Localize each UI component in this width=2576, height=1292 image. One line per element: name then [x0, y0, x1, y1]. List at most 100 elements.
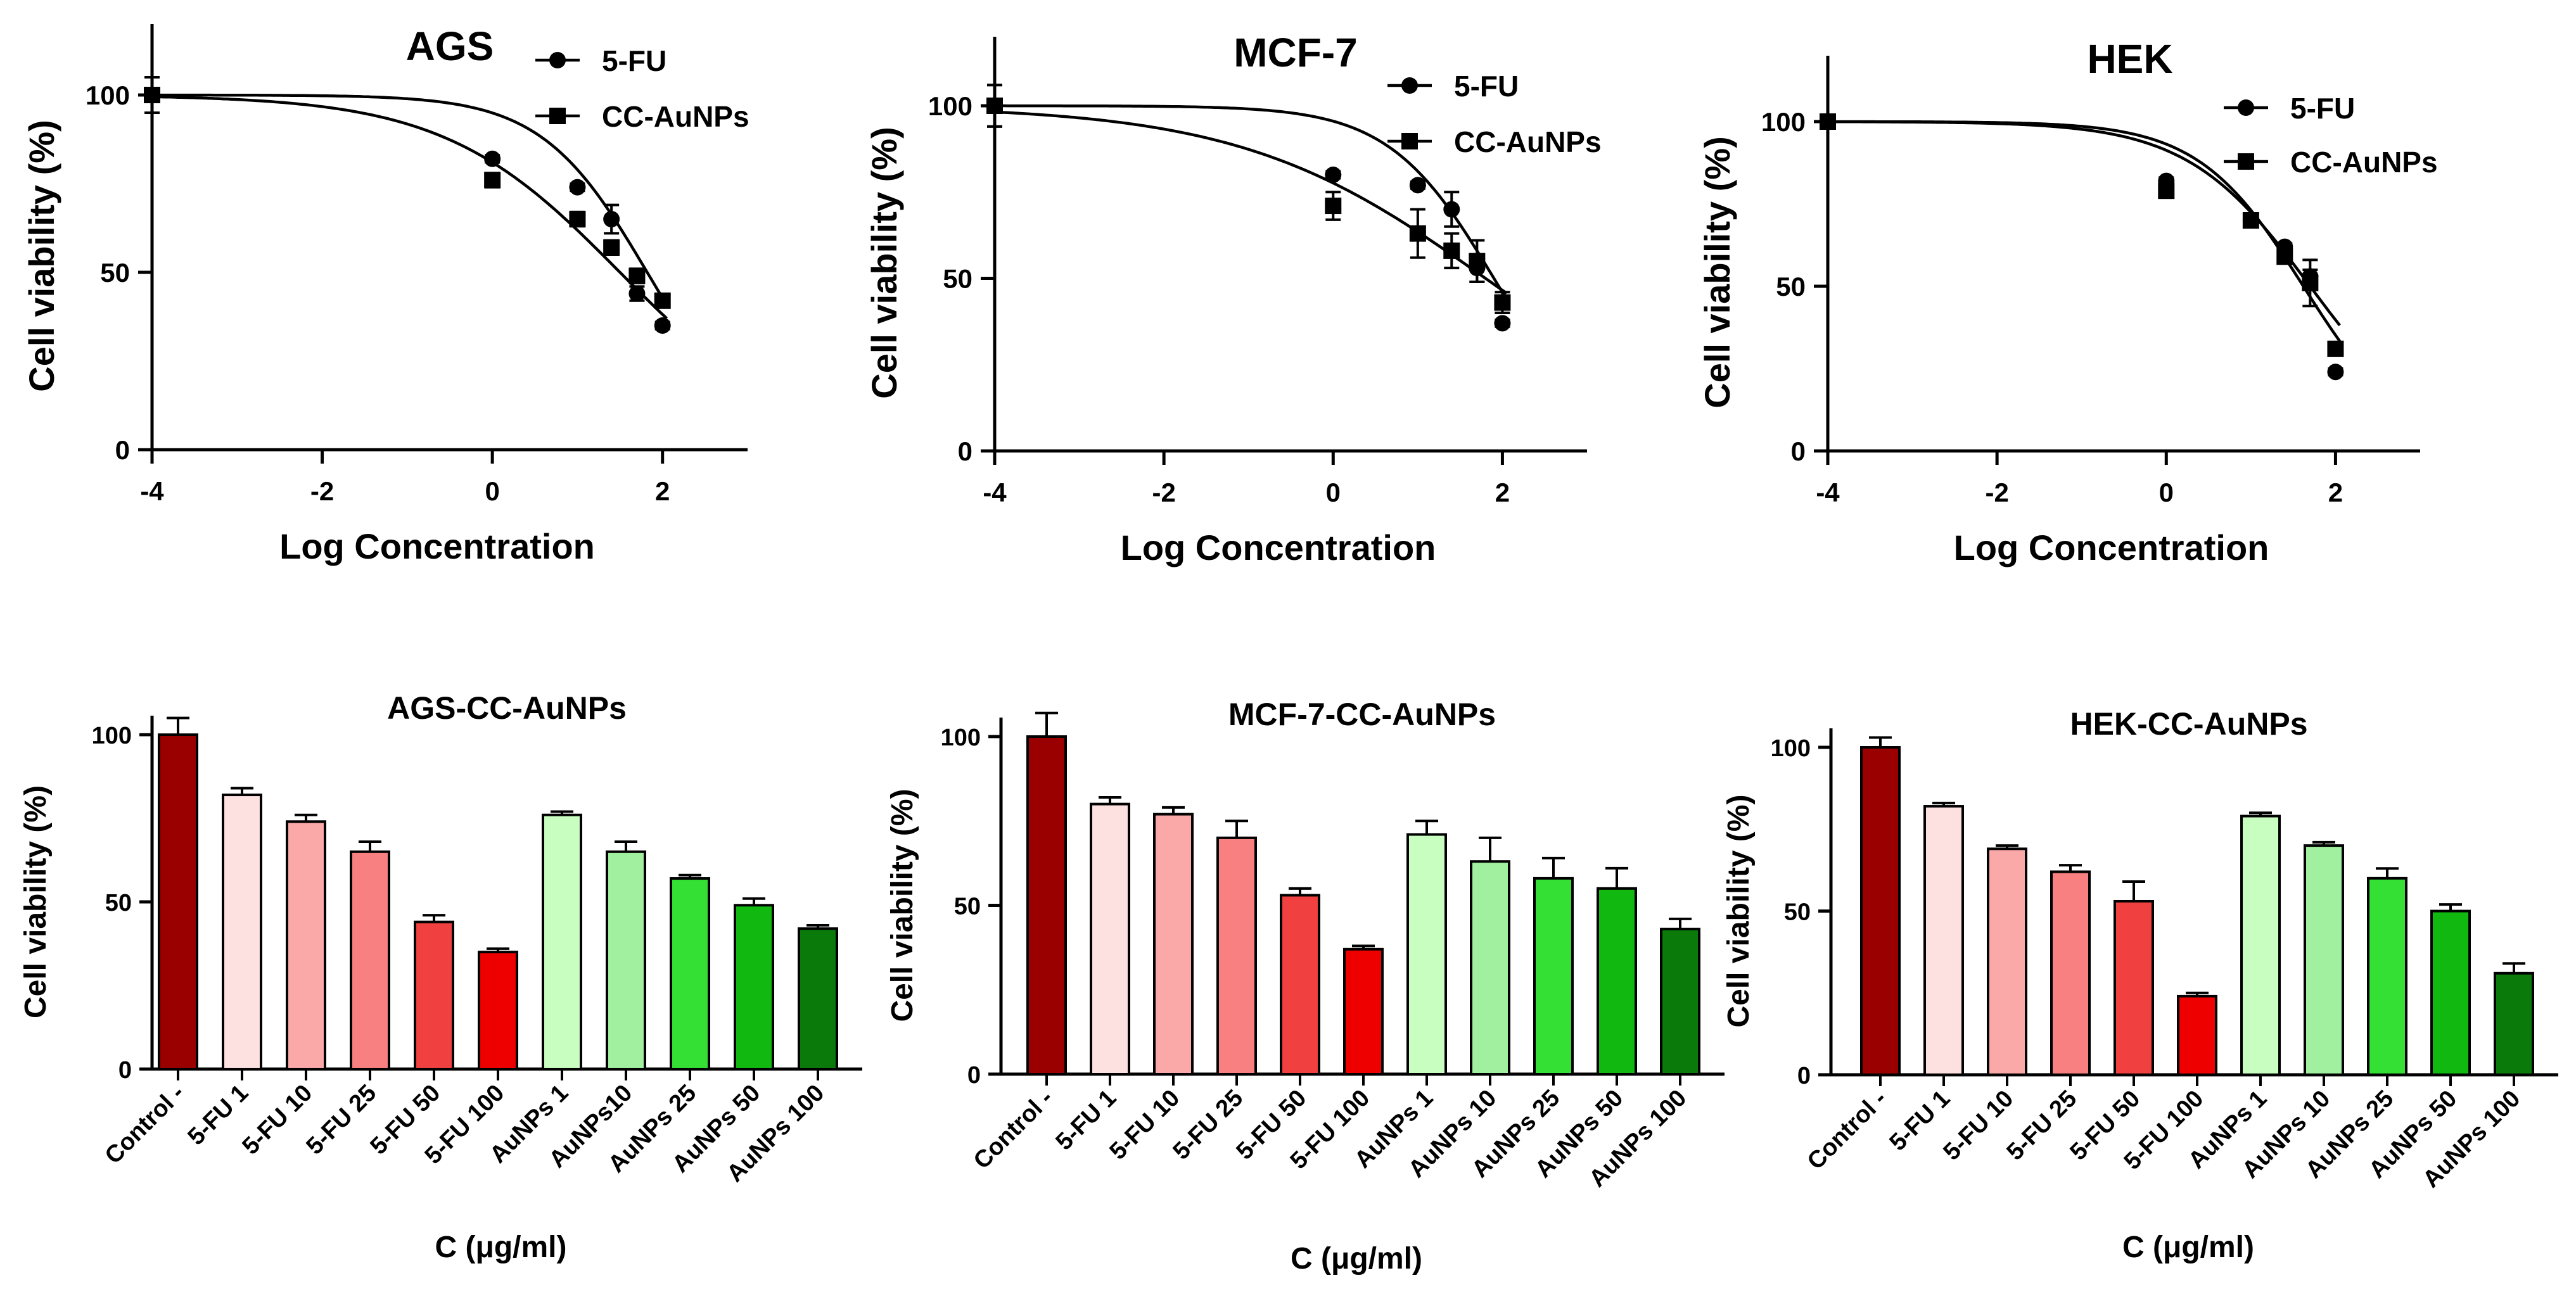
bar: [350, 850, 390, 1071]
bar: [2304, 844, 2344, 1076]
y-tick-label: 50: [100, 258, 130, 288]
data-point-square: [2276, 248, 2293, 265]
legend-marker-circle: [549, 52, 566, 68]
data-point-square: [1469, 253, 1486, 270]
x-tick-label: -4: [140, 476, 164, 506]
fit-curve-5-FU: [152, 93, 668, 306]
legend-label: CC-AuNPs: [602, 100, 749, 133]
data-point-circle: [654, 317, 671, 334]
data-point-square: [603, 239, 620, 256]
y-tick-label: 50: [105, 890, 132, 916]
data-point-square: [484, 172, 501, 189]
data-point-square: [569, 211, 586, 227]
bar: [1026, 735, 1067, 1075]
legend-marker-square: [2238, 153, 2254, 170]
data-point-square: [654, 292, 671, 309]
x-axis-label: Log Concentration: [1121, 528, 1436, 567]
y-tick-label: 100: [941, 725, 981, 751]
data-point-square: [1494, 294, 1511, 311]
y-tick-label: 50: [1784, 899, 1811, 926]
bar: [1343, 947, 1384, 1076]
chart-title: MCF-7: [1234, 30, 1358, 75]
data-point-square: [2242, 212, 2259, 229]
data-point-circle: [484, 150, 501, 167]
y-tick-label: 50: [943, 264, 972, 294]
bar: [1923, 805, 1964, 1077]
bar: [1860, 746, 1901, 1076]
x-tick-label: 5-FU 25: [302, 1080, 382, 1160]
bar: [414, 920, 454, 1071]
x-axis-label: C (μg/ml): [2122, 1231, 2254, 1264]
data-point-circle: [1443, 201, 1460, 218]
y-tick-label: 0: [967, 1062, 981, 1089]
y-tick-label: 100: [928, 91, 972, 121]
x-tick-label: -2: [1985, 478, 2008, 507]
legend-marker-circle: [1401, 77, 1418, 94]
bar: [2240, 814, 2281, 1076]
y-axis-label: Cell viability (%): [19, 785, 53, 1018]
bar: [2177, 994, 2217, 1077]
bar: [2050, 870, 2091, 1076]
data-point-circle: [1494, 315, 1511, 332]
data-point-square: [1443, 242, 1460, 259]
y-tick-label: 50: [954, 894, 981, 920]
x-tick-label: 5-FU 25: [2002, 1086, 2082, 1166]
chart-title: MCF-7-CC-AuNPs: [1228, 697, 1496, 732]
legend-marker-circle: [2238, 99, 2254, 116]
bar: [158, 733, 198, 1070]
data-point-square: [1820, 113, 1836, 130]
legend-label: 5-FU: [602, 44, 666, 77]
y-tick-label: 100: [92, 723, 132, 749]
bar: [1533, 877, 1574, 1075]
data-point-square: [628, 267, 646, 284]
bar: [286, 820, 326, 1071]
y-tick-label: 100: [1771, 735, 1811, 762]
fit-curve-CC-AuNPs: [994, 110, 1508, 294]
bar: [1406, 833, 1447, 1075]
data-point-square: [144, 87, 160, 103]
x-tick-label: Control -: [969, 1085, 1059, 1175]
x-tick-label: -2: [310, 476, 334, 506]
x-tick-label: Control -: [100, 1080, 190, 1170]
data-point-square: [2302, 274, 2319, 291]
legend-label: CC-AuNPs: [2290, 146, 2438, 179]
x-tick-label: 0: [485, 476, 499, 506]
bar: [1216, 836, 1257, 1076]
fit-curve-CC-AuNPs: [151, 95, 668, 320]
y-tick-label: 100: [86, 80, 130, 110]
data-point-circle: [2327, 364, 2344, 381]
y-tick-label: 0: [958, 436, 972, 466]
x-axis-label: Log Concentration: [279, 526, 595, 566]
data-point-circle: [628, 285, 646, 302]
x-axis-label: C (μg/ml): [1291, 1242, 1422, 1276]
legend-label: CC-AuNPs: [1454, 125, 1602, 158]
curve-panel-0: -4 -2 0 2 0 50 100 Log Concentration Cell viabil…: [22, 23, 749, 566]
bar: [1153, 813, 1194, 1075]
data-point-square: [1325, 198, 1342, 215]
x-tick-label: 5-FU 10: [1105, 1085, 1185, 1165]
y-tick-label: 0: [1797, 1063, 1811, 1089]
data-point-circle: [1325, 167, 1342, 183]
bar: [2494, 972, 2534, 1076]
x-tick-label: 5-FU 10: [238, 1080, 318, 1160]
bar: [606, 850, 646, 1071]
chart-title: HEK-CC-AuNPs: [2070, 706, 2308, 742]
y-tick-label: 0: [115, 435, 130, 465]
bar: [1987, 847, 2027, 1077]
y-axis-label: Cell viability (%): [864, 127, 904, 398]
legend-marker-square: [549, 108, 566, 124]
y-tick-label: 0: [1791, 436, 1806, 466]
legend-marker-square: [1401, 133, 1418, 149]
data-point-circle: [569, 179, 586, 196]
x-tick-label: Control -: [1802, 1086, 1892, 1175]
data-point-square: [2158, 182, 2175, 200]
bar: [1280, 894, 1320, 1075]
x-axis-label: C (μg/ml): [435, 1231, 566, 1264]
data-point-square: [1409, 225, 1426, 242]
y-axis-label: Cell viability (%): [1722, 794, 1756, 1027]
x-tick-label: 0: [1326, 478, 1341, 507]
x-tick-label: 0: [2159, 478, 2174, 507]
x-axis-label: Log Concentration: [1954, 528, 2269, 567]
